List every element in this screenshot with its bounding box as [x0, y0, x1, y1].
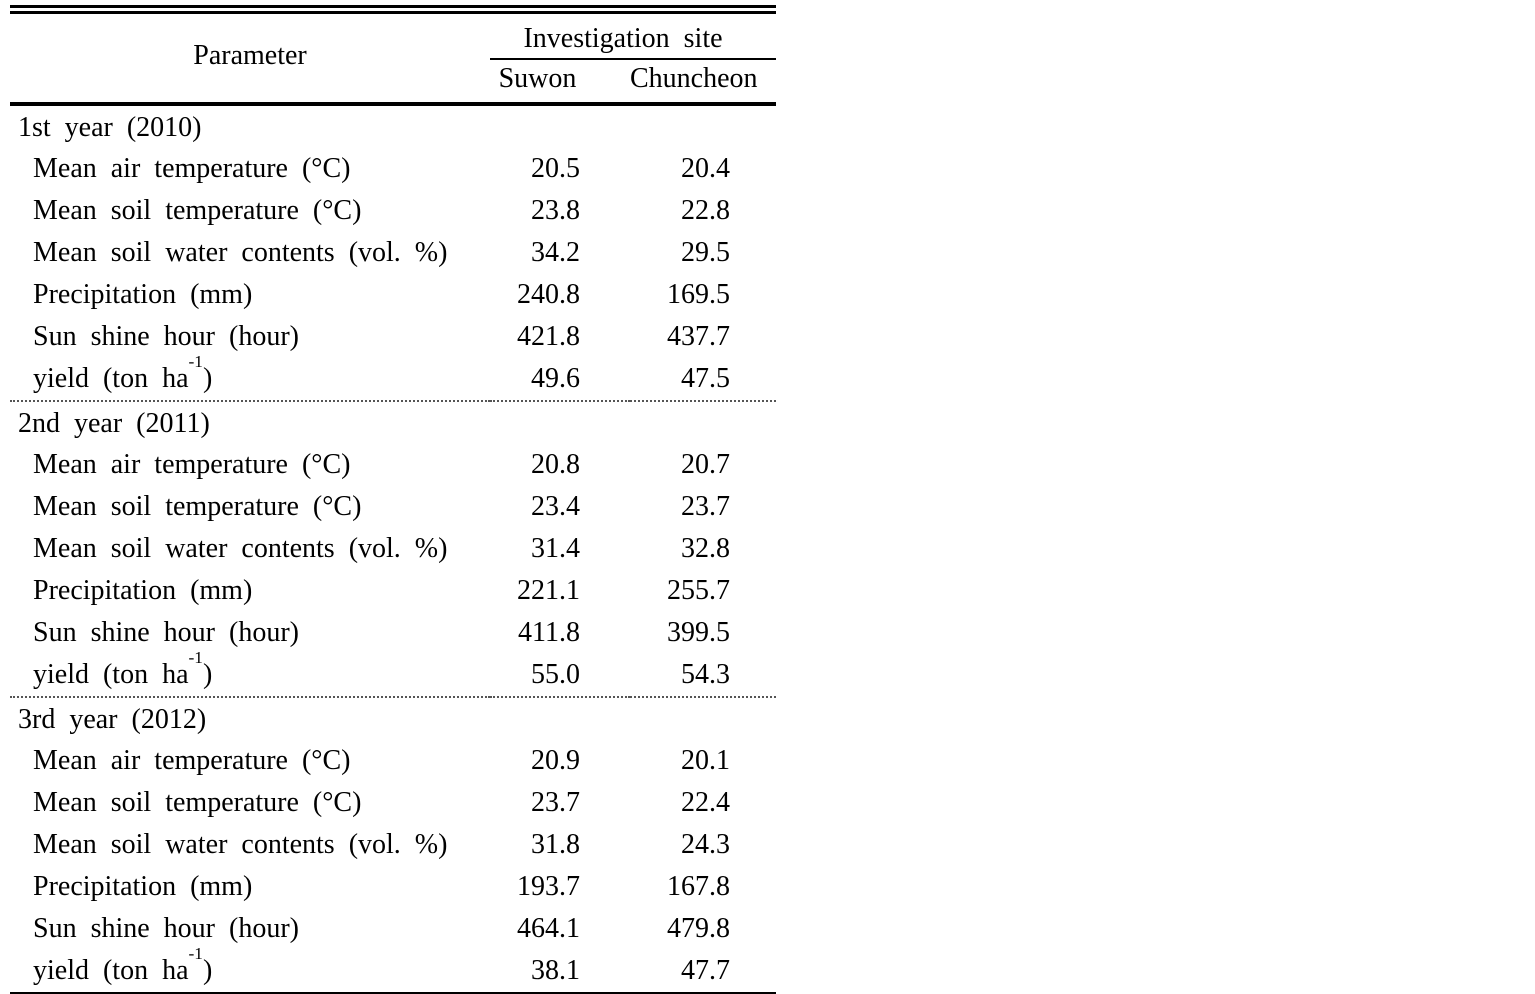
table-row: yield (ton ha-1) 38.1 47.7	[10, 944, 776, 994]
suwon-value: 20.8	[531, 449, 580, 480]
parameter-label: Sun shine hour (hour)	[33, 913, 299, 944]
parameter-label: Precipitation (mm)	[33, 279, 253, 310]
table-row: yield (ton ha-1) 49.6 47.5	[10, 353, 777, 402]
weather-yield-table: Parameter Investigation site Suwon Chunc…	[10, 5, 777, 994]
table-row: Precipitation (mm) 221.1 255.7	[10, 570, 776, 612]
table-row: Mean soil water contents (vol. %) 34.2 29.…	[10, 232, 776, 274]
parameter-label: Mean soil temperature (°C)	[33, 787, 362, 818]
suwon-value: 23.4	[531, 491, 580, 522]
parameter-label: Mean air temperature (°C)	[33, 745, 351, 776]
chuncheon-value: 20.7	[681, 449, 731, 480]
table-row: Mean air temperature (°C) 20.9 20.1	[10, 740, 776, 782]
suwon-value: 20.5	[531, 153, 580, 184]
parameter-label: Mean soil temperature (°C)	[33, 195, 362, 226]
parameter-label: Sun shine hour (hour)	[33, 321, 299, 352]
column-header-suwon: Suwon	[498, 63, 577, 94]
chuncheon-value: 47.5	[630, 358, 777, 402]
parameter-label: Mean soil water contents (vol. %)	[33, 237, 448, 268]
chuncheon-value: 169.5	[667, 279, 731, 310]
parameter-label: Mean soil water contents (vol. %)	[33, 533, 448, 564]
chuncheon-value: 54.3	[630, 654, 777, 698]
column-group-investigation-site: Investigation site	[490, 9, 777, 60]
suwon-value: 464.1	[517, 913, 580, 944]
column-header-chuncheon: Chuncheon	[630, 63, 758, 94]
suwon-value: 421.8	[517, 321, 580, 352]
suwon-value: 31.4	[531, 533, 580, 564]
chuncheon-value: 23.7	[681, 491, 731, 522]
suwon-value: 38.1	[531, 955, 580, 986]
suwon-value: 411.8	[518, 617, 580, 648]
parameter-label: Mean air temperature (°C)	[33, 449, 351, 480]
parameter-label: Mean soil temperature (°C)	[33, 491, 362, 522]
table-header: Parameter Investigation site Suwon Chunc…	[10, 9, 777, 104]
chuncheon-value: 255.7	[667, 575, 731, 606]
parameter-label: yield (ton ha-1)	[10, 353, 490, 402]
section-title: 1st year (2010)	[18, 112, 202, 143]
header-row-sites: Suwon Chuncheon	[10, 59, 776, 104]
table-row: Sun shine hour (hour) 411.8 399.5	[10, 612, 776, 654]
suwon-value: 221.1	[517, 575, 580, 606]
chuncheon-value: 29.5	[681, 237, 731, 268]
section-title: 2nd year (2011)	[18, 408, 210, 439]
table-row: Mean soil temperature (°C) 23.8 22.8	[10, 190, 776, 232]
suwon-value: 49.6	[490, 358, 630, 402]
suwon-value: 20.9	[531, 745, 580, 776]
table-row: Mean soil temperature (°C) 23.4 23.7	[10, 486, 776, 528]
chuncheon-value: 22.8	[681, 195, 731, 226]
chuncheon-value: 24.3	[681, 829, 731, 860]
table-row: yield (ton ha-1) 55.0 54.3	[10, 649, 777, 698]
parameter-label: Precipitation (mm)	[33, 575, 253, 606]
column-header-parameter: Parameter	[193, 39, 307, 71]
superscript: -1	[188, 944, 203, 964]
table-row: Mean air temperature (°C) 20.5 20.4	[10, 148, 776, 190]
suwon-value: 193.7	[517, 871, 580, 902]
suwon-value: 23.7	[531, 787, 580, 818]
section-header-row: 1st year (2010)	[10, 104, 776, 148]
section-title: 3rd year (2012)	[18, 704, 207, 735]
chuncheon-value: 47.7	[681, 955, 731, 986]
parameter-label: Mean soil water contents (vol. %)	[33, 829, 448, 860]
suwon-value: 23.8	[531, 195, 580, 226]
parameter-label: Mean air temperature (°C)	[33, 153, 351, 184]
chuncheon-value: 437.7	[667, 321, 731, 352]
section-header-row: 3rd year (2012)	[10, 697, 776, 740]
chuncheon-value: 167.8	[667, 871, 731, 902]
table-row: Mean air temperature (°C) 20.8 20.7	[10, 444, 776, 486]
table-row: Mean soil temperature (°C) 23.7 22.4	[10, 782, 776, 824]
superscript: -1	[188, 648, 203, 668]
suwon-value: 31.8	[531, 829, 580, 860]
chuncheon-value: 20.1	[681, 745, 731, 776]
chuncheon-value: 479.8	[667, 913, 731, 944]
suwon-value: 240.8	[517, 279, 580, 310]
parameter-label: Sun shine hour (hour)	[33, 617, 299, 648]
table-row: Sun shine hour (hour) 421.8 437.7	[10, 316, 776, 358]
table-row: Mean soil water contents (vol. %) 31.8 24.…	[10, 824, 776, 866]
chuncheon-value: 20.4	[681, 153, 731, 184]
superscript: -1	[188, 352, 203, 372]
suwon-value: 34.2	[531, 237, 580, 268]
table-row: Precipitation (mm) 193.7 167.8	[10, 866, 776, 908]
parameter-label: yield (ton ha-1)	[10, 649, 490, 698]
chuncheon-value: 32.8	[681, 533, 731, 564]
chuncheon-value: 22.4	[681, 787, 731, 818]
suwon-value: 55.0	[490, 654, 630, 698]
table-row: Sun shine hour (hour) 464.1 479.8	[10, 908, 776, 950]
section-header-row: 2nd year (2011)	[10, 401, 776, 444]
table-body: 1st year (2010) Mean air temperature (°C)…	[10, 104, 777, 994]
header-row-group: Parameter Investigation site	[10, 9, 777, 71]
parameter-label: yield (ton ha-1)	[33, 944, 213, 986]
parameter-label: Precipitation (mm)	[33, 871, 253, 902]
table-row: Mean soil water contents (vol. %) 31.4 32.…	[10, 528, 776, 570]
table-row: Precipitation (mm) 240.8 169.5	[10, 274, 776, 316]
chuncheon-value: 399.5	[667, 617, 731, 648]
